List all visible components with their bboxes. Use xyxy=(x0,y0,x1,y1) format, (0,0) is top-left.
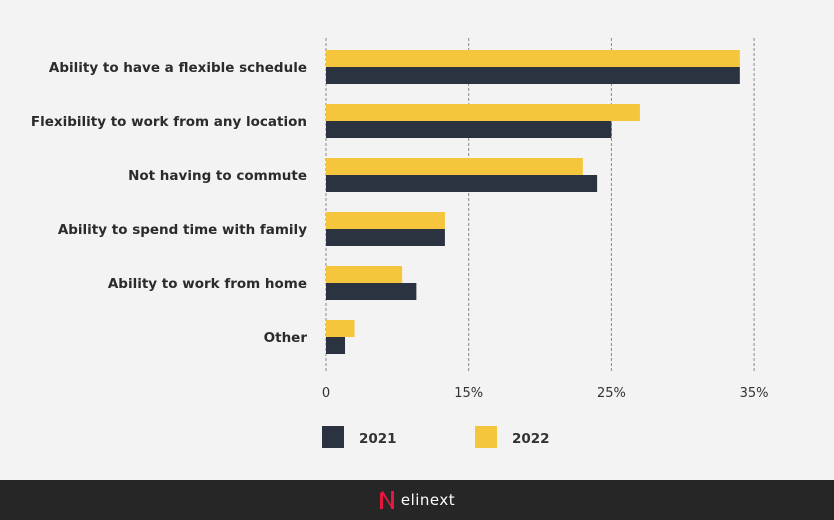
legend-label: 2021 xyxy=(359,431,397,447)
category-label: Not having to commute xyxy=(128,168,307,184)
bar-2021 xyxy=(326,283,417,300)
x-tick-label: 25% xyxy=(597,386,626,401)
bar-2022 xyxy=(326,158,583,175)
x-tick-label: 35% xyxy=(740,386,769,401)
category-label: Ability to work from home xyxy=(108,276,307,292)
bar-2021 xyxy=(326,175,598,192)
bar-2022 xyxy=(326,266,403,283)
brand-name: elinext xyxy=(400,491,456,509)
legend-swatch-2022 xyxy=(475,426,497,448)
bar-2021 xyxy=(326,229,445,246)
elinext-logo-icon xyxy=(379,491,394,509)
bar-2022 xyxy=(326,50,740,67)
legend-label: 2022 xyxy=(512,431,550,447)
bar-2022 xyxy=(326,320,355,337)
category-label: Other xyxy=(264,330,308,346)
bar-2021 xyxy=(326,337,346,354)
x-tick-label: 15% xyxy=(454,386,483,401)
footer: elinext xyxy=(0,480,834,520)
category-label: Flexibility to work from any location xyxy=(31,114,307,130)
category-label: Ability to have a flexible schedule xyxy=(49,60,307,76)
bar-2022 xyxy=(326,104,640,121)
bar-2021 xyxy=(326,121,612,138)
bar-2022 xyxy=(326,212,445,229)
legend-swatch-2021 xyxy=(322,426,344,448)
category-label: Ability to spend time with family xyxy=(58,222,307,238)
bar-chart: 0 15% 25% 35% Ability to have a flexible sch… xyxy=(31,38,769,448)
x-tick-label: 0 xyxy=(322,386,330,401)
bar-2021 xyxy=(326,67,740,84)
